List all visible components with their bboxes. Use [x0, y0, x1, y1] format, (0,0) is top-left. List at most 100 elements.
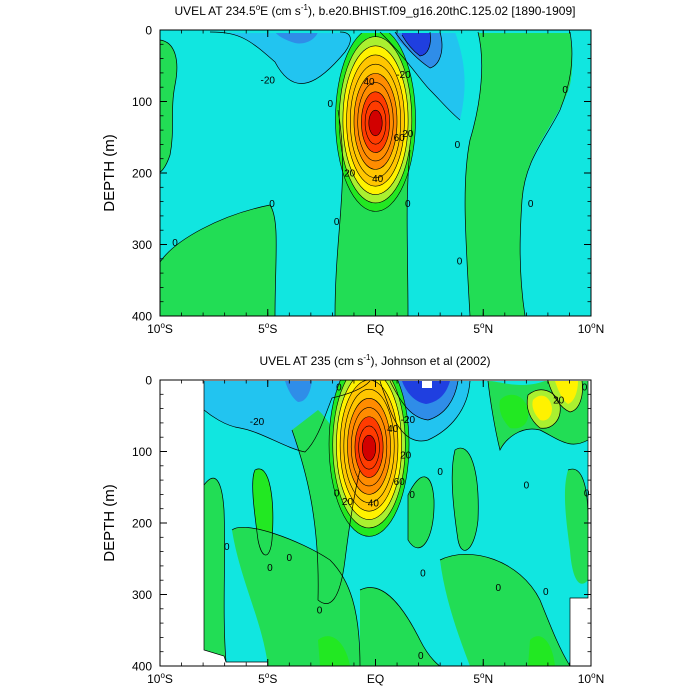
pos-region [335, 110, 410, 316]
x-tick-label: 5oN [473, 321, 493, 336]
neg-region [402, 381, 450, 404]
contour-label: 0 [457, 256, 463, 267]
y-tick-label: 300 [132, 238, 152, 252]
y-tick-label: 200 [132, 167, 152, 181]
pos-region [452, 448, 479, 551]
contour-line [203, 478, 227, 663]
contour-line [252, 468, 274, 556]
y-tick-label: 100 [132, 95, 152, 109]
undercurrent-core [328, 380, 410, 537]
missing-cell [422, 381, 432, 388]
contour-label: 0 [224, 542, 230, 553]
contour-line [359, 587, 441, 666]
contour-line [451, 447, 479, 551]
contour-line [487, 380, 589, 452]
contour-line [519, 31, 573, 316]
contour-label: 40 [372, 174, 384, 185]
x-tick-label: 10oS [147, 671, 173, 686]
contour-line [406, 149, 411, 316]
y-tick-label: 0 [145, 24, 152, 38]
panel-model-title: UVEL AT 234.5oE (cm s-1), b.e20.BHIST.f0… [175, 3, 576, 18]
contour-label: 0 [543, 587, 549, 598]
pos-region [465, 32, 573, 316]
contour-label: 0 [287, 553, 293, 564]
contour-label: 0 [528, 199, 534, 210]
contour-label: 0 [336, 383, 342, 394]
pos-region [564, 469, 588, 584]
pos-region [318, 636, 350, 666]
contour-label: 20 [400, 451, 412, 462]
contour-label: 0 [420, 569, 426, 580]
y-tick-label: 400 [132, 660, 152, 674]
pos-region [204, 478, 226, 662]
core-contour [368, 109, 383, 137]
contour-line [231, 526, 361, 666]
contour-label: -20 [401, 415, 416, 426]
y-tick-label: 100 [132, 445, 152, 459]
contour-label: 0 [524, 481, 530, 492]
contour-label: 0 [562, 85, 568, 96]
pos-region [160, 205, 277, 316]
contour-label: 0 [409, 490, 415, 501]
contour-line [209, 31, 351, 84]
neg-region [204, 381, 370, 452]
contour-label: 60 [394, 133, 406, 144]
contour-label: 0 [455, 140, 461, 151]
undercurrent-core [335, 30, 416, 212]
contour-label: 0 [405, 199, 411, 210]
contour-label: 0 [269, 199, 275, 210]
contour-line [379, 31, 461, 121]
contour-label: -20 [250, 417, 265, 428]
pos-region [528, 636, 555, 666]
contour-label: 0 [172, 238, 178, 249]
pos-region [555, 381, 578, 404]
x-tick-label: 10oS [147, 321, 173, 336]
contour-label: 0 [317, 606, 323, 617]
contour-label: 20 [344, 169, 356, 180]
contour-line [407, 476, 435, 549]
contour-label: 0 [496, 583, 502, 594]
pos-region [408, 476, 435, 548]
contour-line [526, 389, 561, 429]
contour-label: 0 [437, 467, 443, 478]
x-tick-label: 10oN [578, 321, 604, 336]
neg-region [402, 32, 431, 56]
core-contour [362, 434, 377, 462]
x-tick-label: 5oS [258, 671, 277, 686]
contour-line [160, 39, 178, 173]
contour-line [203, 380, 371, 453]
contour-line [439, 553, 571, 666]
missing-region [570, 598, 591, 666]
contour-label: -20 [396, 70, 411, 81]
contour-label: 0 [334, 488, 340, 499]
contour-label: 0 [584, 488, 590, 499]
pos-region [160, 40, 177, 172]
panel-obs: UVEL AT 235 (cm s-1), Johnson et al (200… [101, 353, 604, 687]
contour-label: 40 [363, 77, 375, 88]
x-tick-label: 5oS [258, 321, 277, 336]
data-boundary [569, 381, 589, 666]
missing-region [160, 381, 268, 666]
contour-label: 40 [387, 424, 399, 435]
contour-line [160, 204, 277, 316]
panel-model-ylabel: DEPTH (m) [101, 134, 118, 212]
neg-region [210, 32, 351, 84]
pos-region [532, 395, 552, 421]
contour-label: 60 [394, 477, 406, 488]
contour-line [389, 380, 459, 421]
x-tick-label: 10oN [578, 671, 604, 686]
contour-line [464, 31, 483, 316]
y-tick-label: 400 [132, 310, 152, 324]
data-boundary [203, 381, 268, 663]
contour-line [379, 380, 471, 442]
neg-region [275, 32, 318, 44]
panel-model: UVEL AT 234.5oE (cm s-1), b.e20.BHIST.f0… [101, 3, 604, 336]
contour-line [334, 109, 343, 316]
